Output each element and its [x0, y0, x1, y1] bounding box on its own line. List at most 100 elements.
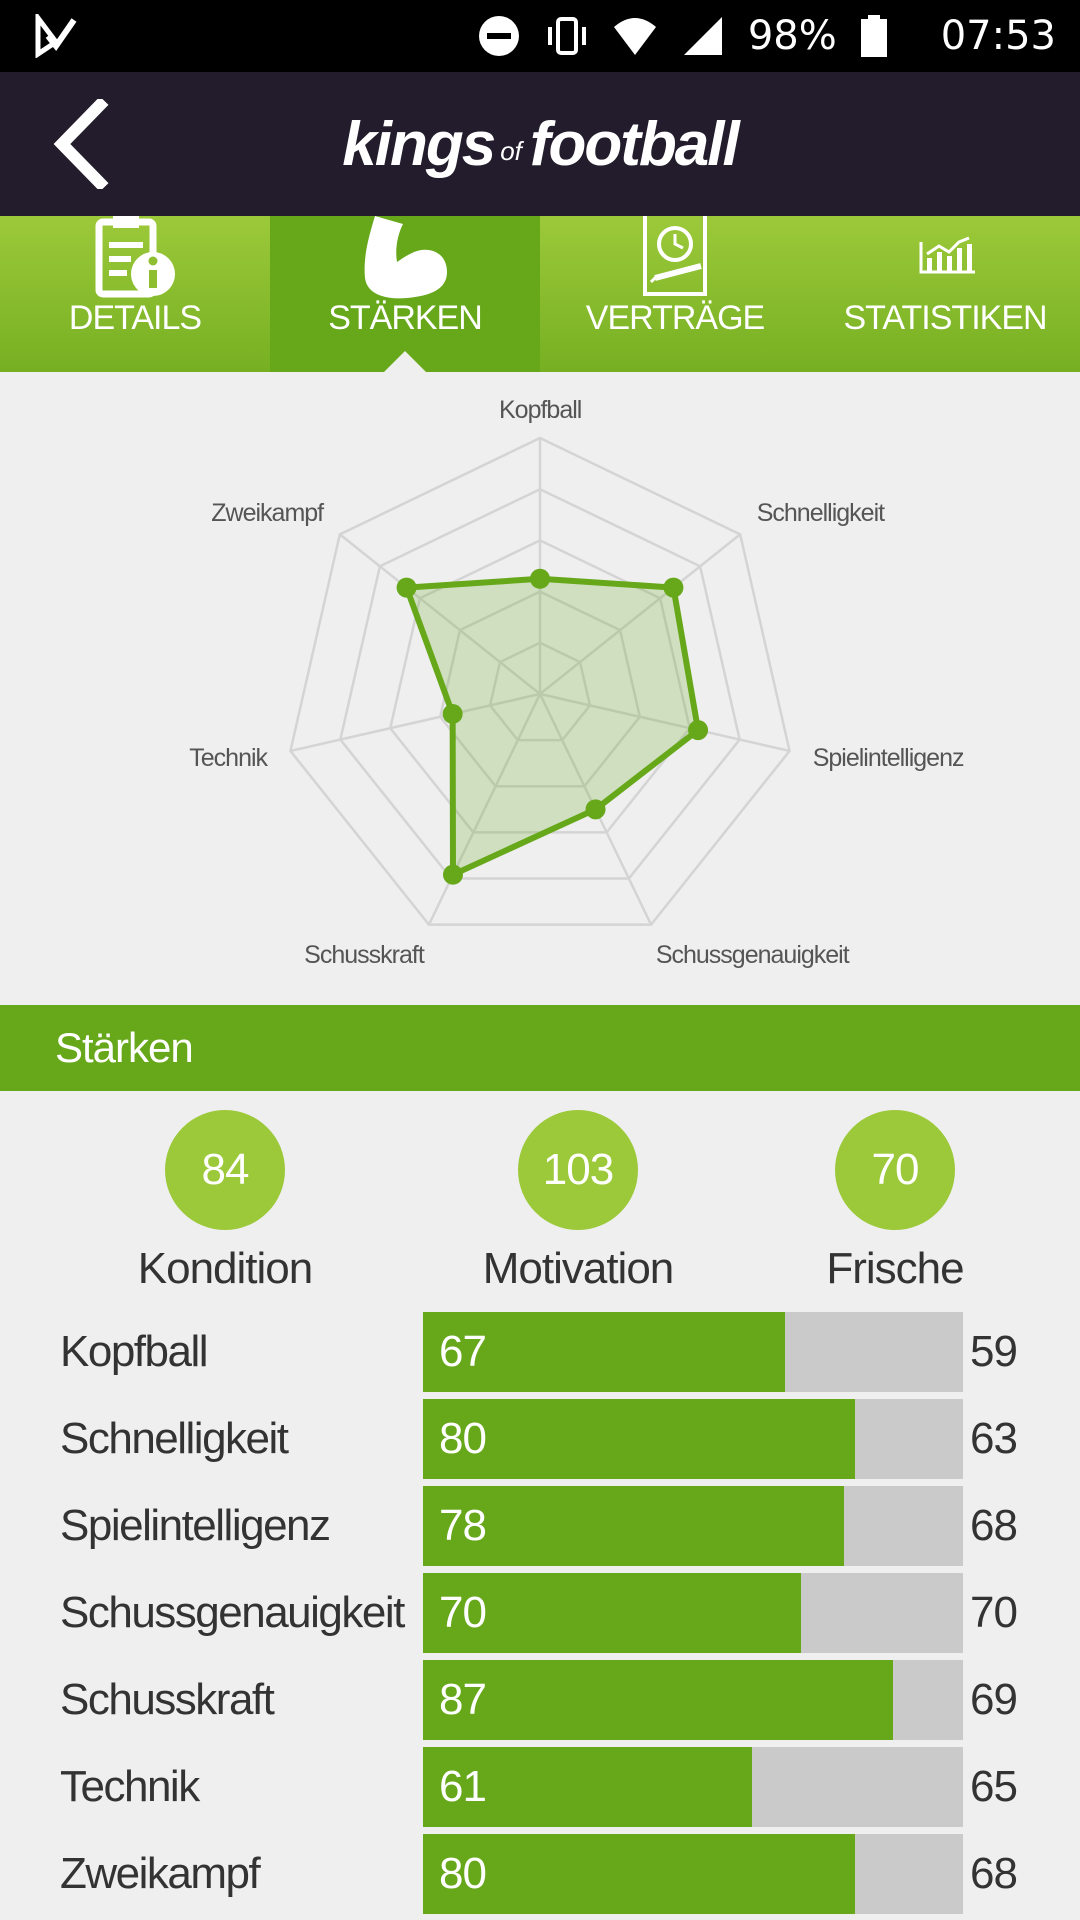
radar-point-spielintelligenz [688, 720, 709, 741]
stat-name: Kopfball [60, 1327, 209, 1376]
active-tab-indicator [383, 351, 427, 373]
stat-bar-fill [423, 1486, 845, 1566]
radar-spoke [539, 692, 790, 753]
tab-vertraege-label: VERTRÄGE [585, 299, 765, 337]
logo-kings: kings [342, 109, 496, 179]
kondition-label: Kondition [137, 1244, 313, 1293]
bar-chart-icon [919, 236, 975, 274]
stat-compare-value: 59 [970, 1327, 1018, 1376]
stat-value: 61 [439, 1762, 487, 1811]
back-button[interactable] [30, 94, 130, 194]
stat-name: Schussgenauigkeit [60, 1588, 405, 1637]
radar-point-schnelligkeit [663, 577, 684, 598]
do-not-disturb-icon [478, 16, 519, 56]
radar-axis-label-kopfball: Kopfball [499, 395, 582, 424]
motivation-label: Motivation [482, 1244, 675, 1293]
stat-value: 80 [439, 1414, 487, 1463]
tab-staerken-label: STÄRKEN [328, 299, 483, 337]
stat-bar-fill [423, 1399, 855, 1479]
stat-bar-fill [423, 1573, 801, 1653]
kondition-value: 84 [165, 1110, 285, 1230]
radar-axis-label-schussgenauigkeit: Schussgenauigkeit [655, 940, 850, 969]
logo-of: of [500, 135, 522, 166]
stat-value: 78 [439, 1501, 487, 1550]
stat-compare-value: 69 [970, 1675, 1018, 1724]
cell-signal-icon [683, 17, 722, 55]
app-header: kings of football [0, 72, 1080, 216]
contract-clock-icon [643, 216, 707, 296]
tab-details-label: DETAILS [68, 299, 202, 337]
tab-staerken[interactable]: STÄRKEN [270, 216, 540, 373]
radar-spoke [290, 692, 541, 753]
stat-compare-value: 63 [970, 1414, 1018, 1463]
summary-frische: 70 Frische [745, 1110, 1045, 1294]
stat-bar-track: 70 [423, 1573, 963, 1653]
stat-name: Zweikampf [60, 1849, 261, 1898]
stat-bar-fill [423, 1747, 753, 1827]
stat-row-kopfball: Kopfball 67 59 [0, 1312, 1080, 1392]
wifi-icon [613, 18, 656, 55]
tab-vertraege[interactable]: VERTRÄGE [540, 216, 810, 372]
radar-point-technik [442, 703, 463, 724]
radar-spoke [339, 533, 541, 695]
motivation-value: 103 [518, 1110, 638, 1230]
stat-row-schusskraft: Schusskraft 87 69 [0, 1660, 1080, 1740]
stat-bar-track: 78 [423, 1486, 963, 1566]
stat-bar-fill [423, 1312, 785, 1392]
flexed-arm-icon [364, 216, 447, 299]
stat-bar-track: 80 [423, 1834, 963, 1914]
radar-axis-label-schnelligkeit: Schnelligkeit [756, 498, 885, 527]
radar-chart-svg [289, 436, 791, 926]
radar-spoke [427, 693, 542, 926]
radar-axis-label-zweikampf: Zweikampf [211, 498, 324, 527]
radar-point-kopfball [530, 568, 550, 589]
radar-series-area [403, 575, 702, 878]
radar-grid-ring [338, 487, 742, 880]
radar-point-zweikampf [396, 577, 417, 598]
stat-bar-fill [423, 1660, 893, 1740]
stat-bar-track: 67 [423, 1312, 963, 1392]
tab-statistiken-label: STATISTIKEN [843, 299, 1047, 337]
radar-grid-ring [289, 436, 791, 926]
tab-details[interactable]: DETAILS [0, 216, 270, 372]
tab-bar: DETAILS STÄRKEN VERTRÄGE STATISTIKEN [0, 216, 1080, 373]
stat-name: Spielintelligenz [60, 1501, 331, 1550]
stat-compare-value: 68 [970, 1501, 1018, 1550]
stat-compare-value: 65 [970, 1762, 1018, 1811]
stat-bar-track: 87 [423, 1660, 963, 1740]
section-header: Stärken [0, 1005, 1080, 1091]
stat-compare-value: 70 [970, 1588, 1018, 1637]
section-title: Stärken [55, 1024, 194, 1071]
stat-name: Schusskraft [60, 1675, 275, 1724]
frische-value: 70 [835, 1110, 955, 1230]
stat-value: 80 [439, 1849, 487, 1898]
stat-row-spielintelligenz: Spielintelligenz 78 68 [0, 1486, 1080, 1566]
app-logo: kings of football [0, 72, 1080, 216]
tab-statistiken[interactable]: STATISTIKEN [810, 216, 1080, 372]
stat-bar-track: 80 [423, 1399, 963, 1479]
stat-name: Schnelligkeit [60, 1414, 289, 1463]
chevron-left-icon [53, 99, 109, 189]
radar-spoke [539, 533, 741, 695]
stat-row-zweikampf: Zweikampf 80 68 [0, 1834, 1080, 1914]
stat-name: Technik [60, 1762, 200, 1811]
app-notification-icon [35, 14, 77, 58]
frische-label: Frische [826, 1244, 964, 1293]
battery-icon [860, 15, 887, 57]
summary-kondition: 84 Kondition [75, 1110, 375, 1294]
vibrate-icon [547, 17, 586, 55]
radar-grid-ring [488, 641, 592, 742]
stat-value: 87 [439, 1675, 487, 1724]
stat-row-schnelligkeit: Schnelligkeit 80 63 [0, 1399, 1080, 1479]
logo-football: football [529, 109, 740, 179]
stat-compare-value: 68 [970, 1849, 1018, 1898]
stat-value: 67 [439, 1327, 487, 1376]
stat-row-schussgenauigkeit: Schussgenauigkeit 70 70 [0, 1573, 1080, 1653]
summary-motivation: 103 Motivation [428, 1110, 728, 1294]
radar-axis-label-spielintelligenz: Spielintelligenz [812, 744, 965, 773]
stat-row-technik: Technik 61 65 [0, 1747, 1080, 1827]
status-bar: 98% 07:53 [0, 0, 1080, 72]
radar-grid-ring [438, 590, 642, 788]
radar-chart: Kopfball Schnelligkeit Spielintelligenz Sch… [0, 372, 1080, 1004]
battery-percent: 98% [747, 13, 837, 59]
